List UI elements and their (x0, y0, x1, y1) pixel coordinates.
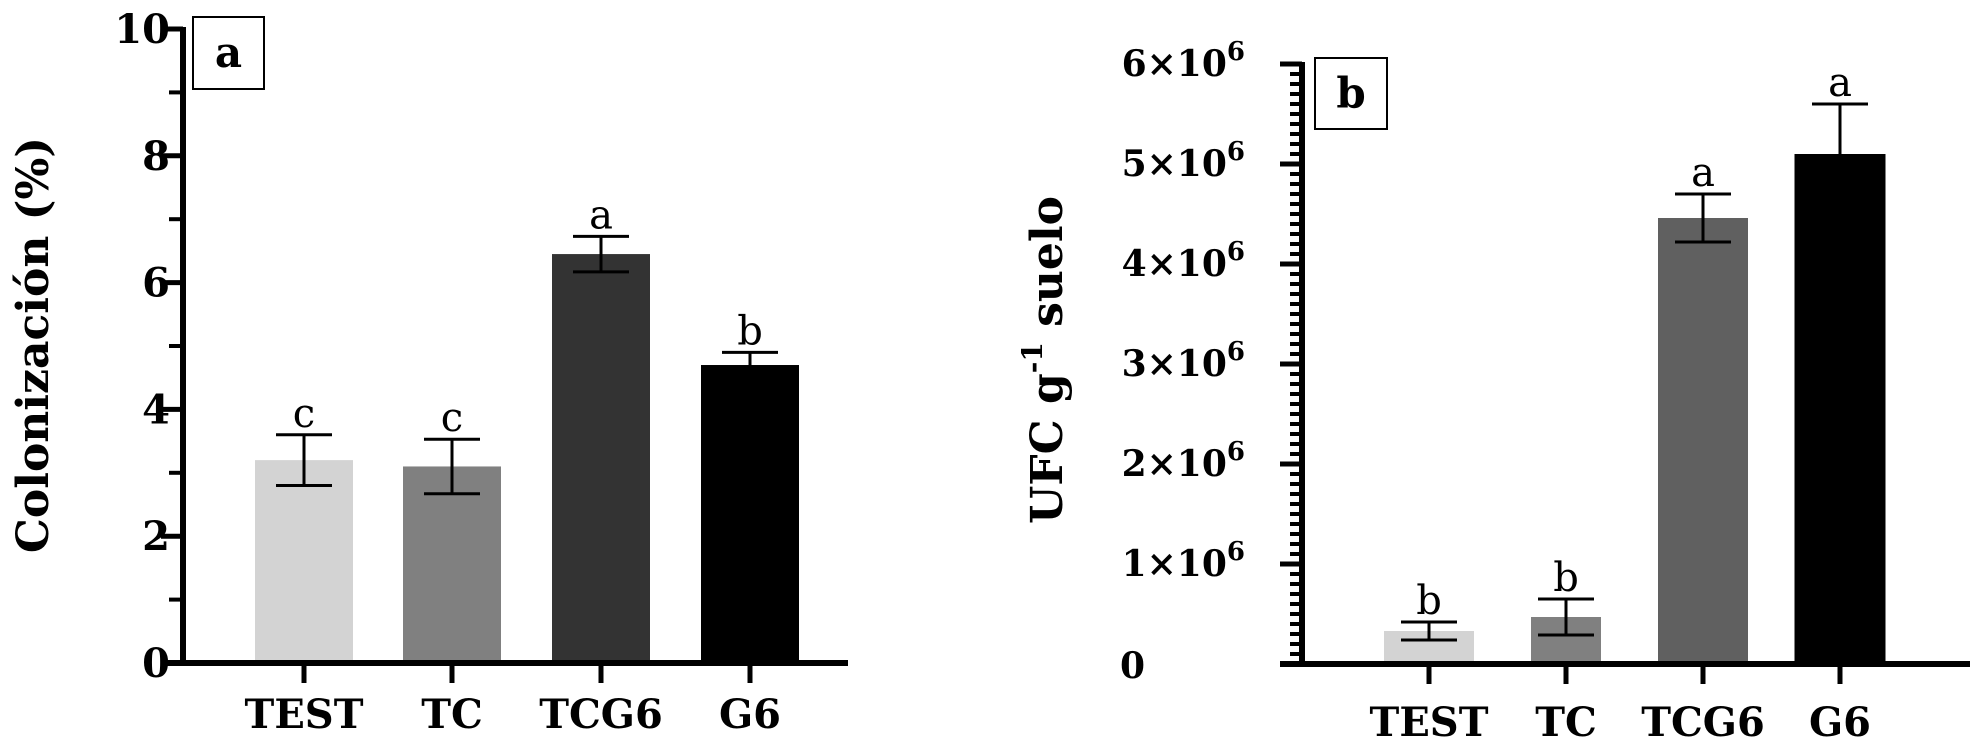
bar-tcg6 (1658, 218, 1748, 664)
x-tick-label: TEST (1370, 699, 1489, 746)
x-tick-label: TCG6 (1641, 699, 1765, 746)
y-tick-label: 6×106 (1122, 37, 1245, 85)
x-tick-label: G6 (1809, 699, 1871, 746)
y-tick-mantissa: 5×10 (1122, 143, 1227, 185)
panel-label: b (1336, 69, 1365, 118)
y-tick-label: 6 (142, 260, 170, 307)
y-tick-label: 0 (142, 640, 170, 687)
panel-b: bTESTbTCaTCG6aG601×1062×1063×1064×1065×1… (1016, 37, 1970, 746)
y-tick-label: 3×106 (1122, 337, 1245, 385)
panel-a: c TEST c TC a TCG6 b G6 0 2 4 6 8 10 a Colonización (%) (8, 6, 848, 738)
bar-g6 (1794, 154, 1886, 664)
y-tick-mantissa: 6×10 (1122, 43, 1227, 85)
y-tick-mantissa: 4×10 (1122, 243, 1227, 285)
bar-g6 (701, 365, 799, 663)
y-tick-label: 8 (142, 133, 170, 180)
x-tick-label: TCG6 (539, 691, 663, 738)
y-tick-exponent: 6 (1227, 37, 1245, 67)
y-tick-label: 2×106 (1122, 437, 1245, 485)
significance-letter: b (1553, 555, 1579, 601)
y-axis-title-text: Colonización (%) (8, 137, 59, 553)
y-axis-title: Colonización (%) (8, 137, 59, 553)
y-axis-title-superscript: -1 (1016, 342, 1049, 373)
y-axis-title-text: UFC g (1022, 373, 1073, 524)
significance-letter: a (589, 192, 613, 238)
y-tick-exponent: 6 (1227, 137, 1245, 167)
y-tick-label: 4 (142, 386, 170, 433)
panel-label-box (1314, 57, 1388, 130)
x-tick-label: TC (421, 691, 483, 738)
bar-test (255, 460, 353, 663)
y-tick-label: 0 (1120, 645, 1145, 687)
bar-tcg6 (552, 254, 650, 663)
y-tick-label: 5×106 (1122, 137, 1245, 185)
x-tick-label: TC (1535, 699, 1597, 746)
significance-letter: b (737, 308, 763, 354)
y-tick-exponent: 6 (1227, 237, 1245, 267)
y-tick-label: 2 (142, 513, 170, 560)
y-tick-label: 1×106 (1122, 537, 1245, 585)
y-axis-title: UFC g-1 suelo (1016, 196, 1073, 524)
y-tick-exponent: 6 (1227, 337, 1245, 367)
y-tick-mantissa: 3×10 (1122, 343, 1227, 385)
y-axis-title-suffix: suelo (1022, 196, 1073, 342)
y-tick-mantissa: 1×10 (1122, 543, 1227, 585)
significance-letter: c (441, 395, 463, 441)
significance-letter: a (1691, 150, 1715, 196)
x-tick-label: G6 (719, 691, 781, 738)
bar-tc (403, 466, 501, 663)
significance-letter: a (1828, 60, 1852, 106)
y-tick-exponent: 6 (1227, 437, 1245, 467)
y-tick-label: 10 (114, 6, 170, 53)
panel-label: a (215, 28, 242, 77)
significance-letter: b (1416, 578, 1442, 624)
y-tick-mantissa: 2×10 (1122, 443, 1227, 485)
y-tick-exponent: 6 (1227, 537, 1245, 567)
significance-letter: c (293, 391, 315, 437)
y-tick-label: 4×106 (1122, 237, 1245, 285)
panel-label-box (192, 16, 265, 90)
x-tick-label: TEST (245, 691, 364, 738)
